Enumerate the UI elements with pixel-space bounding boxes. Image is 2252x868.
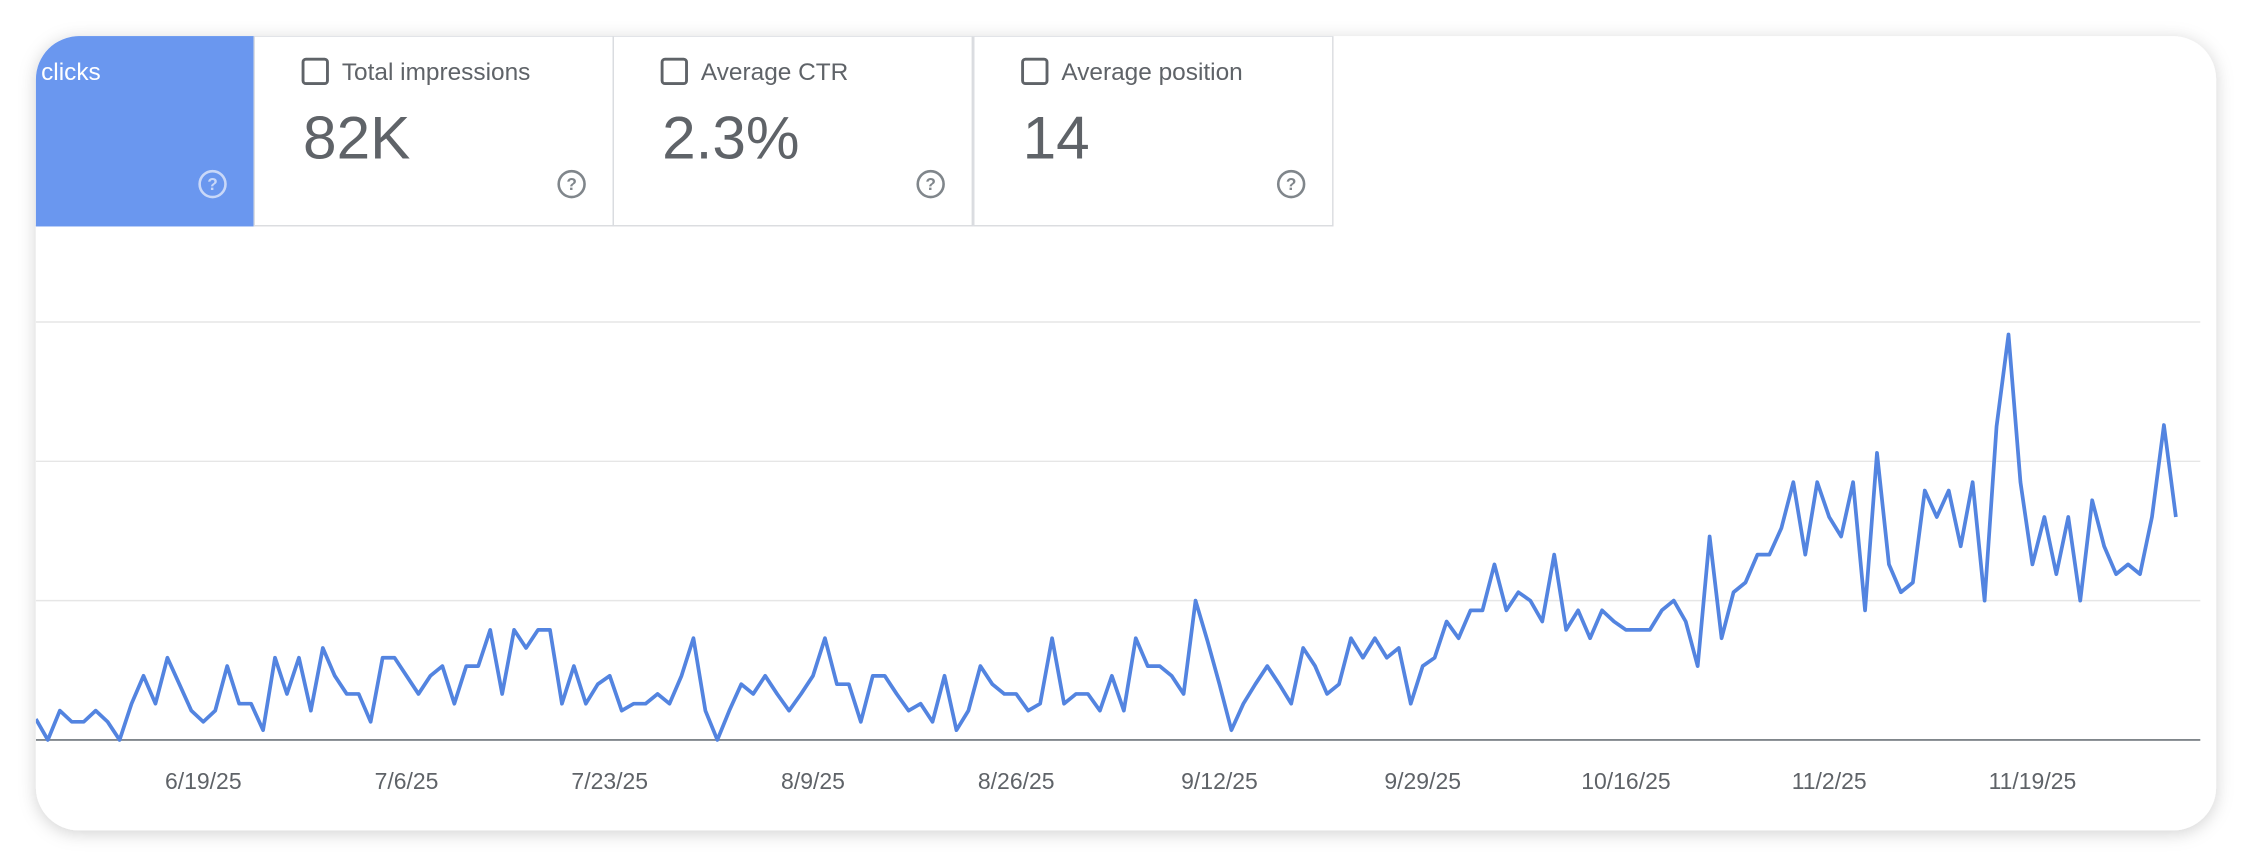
x-tick-label: 6/19/25 [165,768,242,794]
x-tick-label: 9/29/25 [1384,768,1461,794]
help-icon[interactable] [1276,169,1306,199]
panel [35,36,2217,831]
metric-card[interactable] [253,36,614,227]
x-tick-label: 8/9/25 [781,768,845,794]
metric-value: 14 [1023,103,1090,171]
metric-label: Average CTR [701,59,848,86]
clicks-line [35,332,2178,742]
metric-card[interactable] [0,36,255,227]
metric-label: Total clicks [0,59,101,86]
metric-value: 2.3% [662,103,799,171]
help-icon[interactable] [557,169,586,199]
checkbox[interactable] [1021,57,1049,85]
x-tick-label: 8/26/25 [978,768,1055,794]
x-tick-label: 6/2/25 [0,768,32,794]
metric-card[interactable] [612,36,974,227]
x-tick-label: 7/23/25 [571,768,648,794]
help-icon-mark: ? [925,174,936,194]
help-icon[interactable] [198,169,227,199]
metric-value: 1K [0,103,18,171]
metric-value: 82K [303,103,410,171]
x-tick-label: 11/19/25 [1989,768,2077,794]
help-icon-mark: ? [566,174,577,194]
x-tick-label: 7/6/25 [375,768,439,794]
help-icon-mark: ? [207,174,218,194]
x-tick-label: 9/12/25 [1181,768,1258,794]
help-icon-mark: ? [1286,174,1297,194]
panel-content: Total clicks 1K? Total impressions 82K? Aver… [0,36,2201,794]
checkbox[interactable] [660,57,688,85]
metric-card[interactable] [973,36,1334,227]
help-icon[interactable] [916,169,945,199]
metric-label: Average position [1061,59,1242,86]
metric-label: Total impressions [342,59,531,86]
x-tick-label: 11/2/25 [1792,768,1867,794]
x-tick-label: 10/16/25 [1581,768,1670,794]
checkbox[interactable] [301,57,329,85]
